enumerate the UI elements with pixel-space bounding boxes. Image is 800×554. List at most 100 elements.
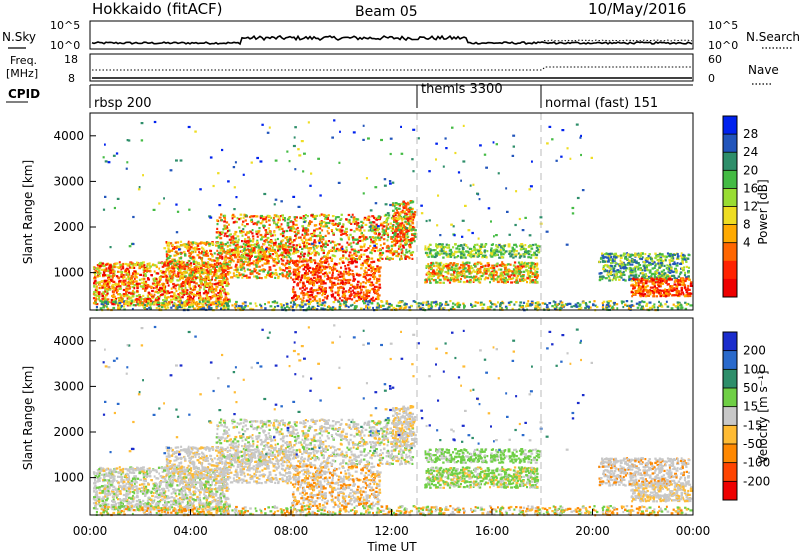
power-cell [252,235,254,237]
power-cell [296,273,298,275]
power-cell [352,237,354,239]
power-cell [256,223,258,225]
power-cell [215,286,218,288]
power-cell [470,281,472,283]
power-cell [154,264,156,266]
power-cell [294,294,297,296]
power-cell [235,240,237,242]
power-cell [320,262,323,264]
power-cell [99,275,101,277]
power-cell [157,272,159,274]
power-cell [367,217,370,219]
power-cell [149,270,151,272]
power-cell [288,263,290,265]
power-cell [239,263,242,265]
power-cell [177,273,179,275]
power-cell [460,253,463,255]
power-cell [297,295,300,297]
power-cell [278,243,281,245]
power-cell [319,227,322,229]
power-cell [394,212,396,214]
power-cell [289,249,292,251]
power-cell [531,276,533,278]
power-cell [221,219,223,221]
power-cell [396,255,399,257]
power-cell [195,251,197,253]
power-cell [485,273,488,275]
power-cell [162,284,164,286]
power-cell [612,267,615,269]
power-cell [284,264,286,266]
power-cell [400,255,402,257]
power-cell [505,250,508,252]
power-cell [473,280,475,282]
power-cell [355,286,357,288]
power-cell [345,297,348,299]
power-cell [435,243,437,245]
power-cell [318,281,320,283]
power-cell [363,273,366,275]
power-cell [313,230,316,232]
power-cell [312,300,314,302]
power-cell [183,244,186,246]
power-cell [273,265,276,267]
power-cell [142,295,144,297]
power-cell [520,255,523,257]
power-cell [355,266,358,268]
power-cell [260,251,262,253]
power-cell [329,287,331,289]
power-cell [526,263,529,265]
power-cell [464,267,467,269]
power-cell [430,244,432,246]
cpid-panel: CPID rbsp 200 themis 3300 normal (fast) … [6,82,693,111]
power-cell [267,237,270,239]
power-cell [166,264,168,266]
power-cell [260,234,263,236]
power-cell [276,226,278,228]
power-cell [199,292,202,294]
power-cell [333,255,335,257]
power-cell [515,250,518,252]
power-cell [293,291,296,293]
power-cell [290,260,292,262]
power-cell [349,273,351,275]
power-cell [516,272,518,274]
power-cell [109,264,112,266]
power-cell [277,238,279,240]
power-cell [378,215,381,217]
power-cell [343,273,345,275]
power-cell [428,246,430,248]
power-cell [277,215,280,217]
power-cell [251,270,253,272]
power-cell [233,275,235,277]
power-cell [347,298,349,300]
power-cell [501,256,503,258]
power-cell [455,265,458,267]
power-cell [400,213,402,215]
power-cell [257,257,259,259]
power-cell [324,296,326,298]
power-cell [172,267,175,269]
power-cell [516,281,519,283]
power-cell [529,275,531,277]
power-cell [158,268,160,270]
power-cell [315,252,318,254]
power-cell [208,243,211,245]
power-cell [478,280,480,282]
power-cell [335,223,337,225]
power-cell [241,240,243,242]
power-cell [351,294,353,296]
power-cell [524,248,527,250]
power-cell [334,297,337,299]
power-cell [227,263,229,265]
power-cell [337,283,339,285]
power-cell [325,240,328,242]
power-cell [491,278,494,280]
power-cell [120,274,123,276]
power-cell [209,250,212,252]
power-cell [514,261,516,263]
power-cell [238,272,240,274]
power-cell [403,201,406,203]
power-cell [327,252,330,254]
power-cell [367,289,370,291]
